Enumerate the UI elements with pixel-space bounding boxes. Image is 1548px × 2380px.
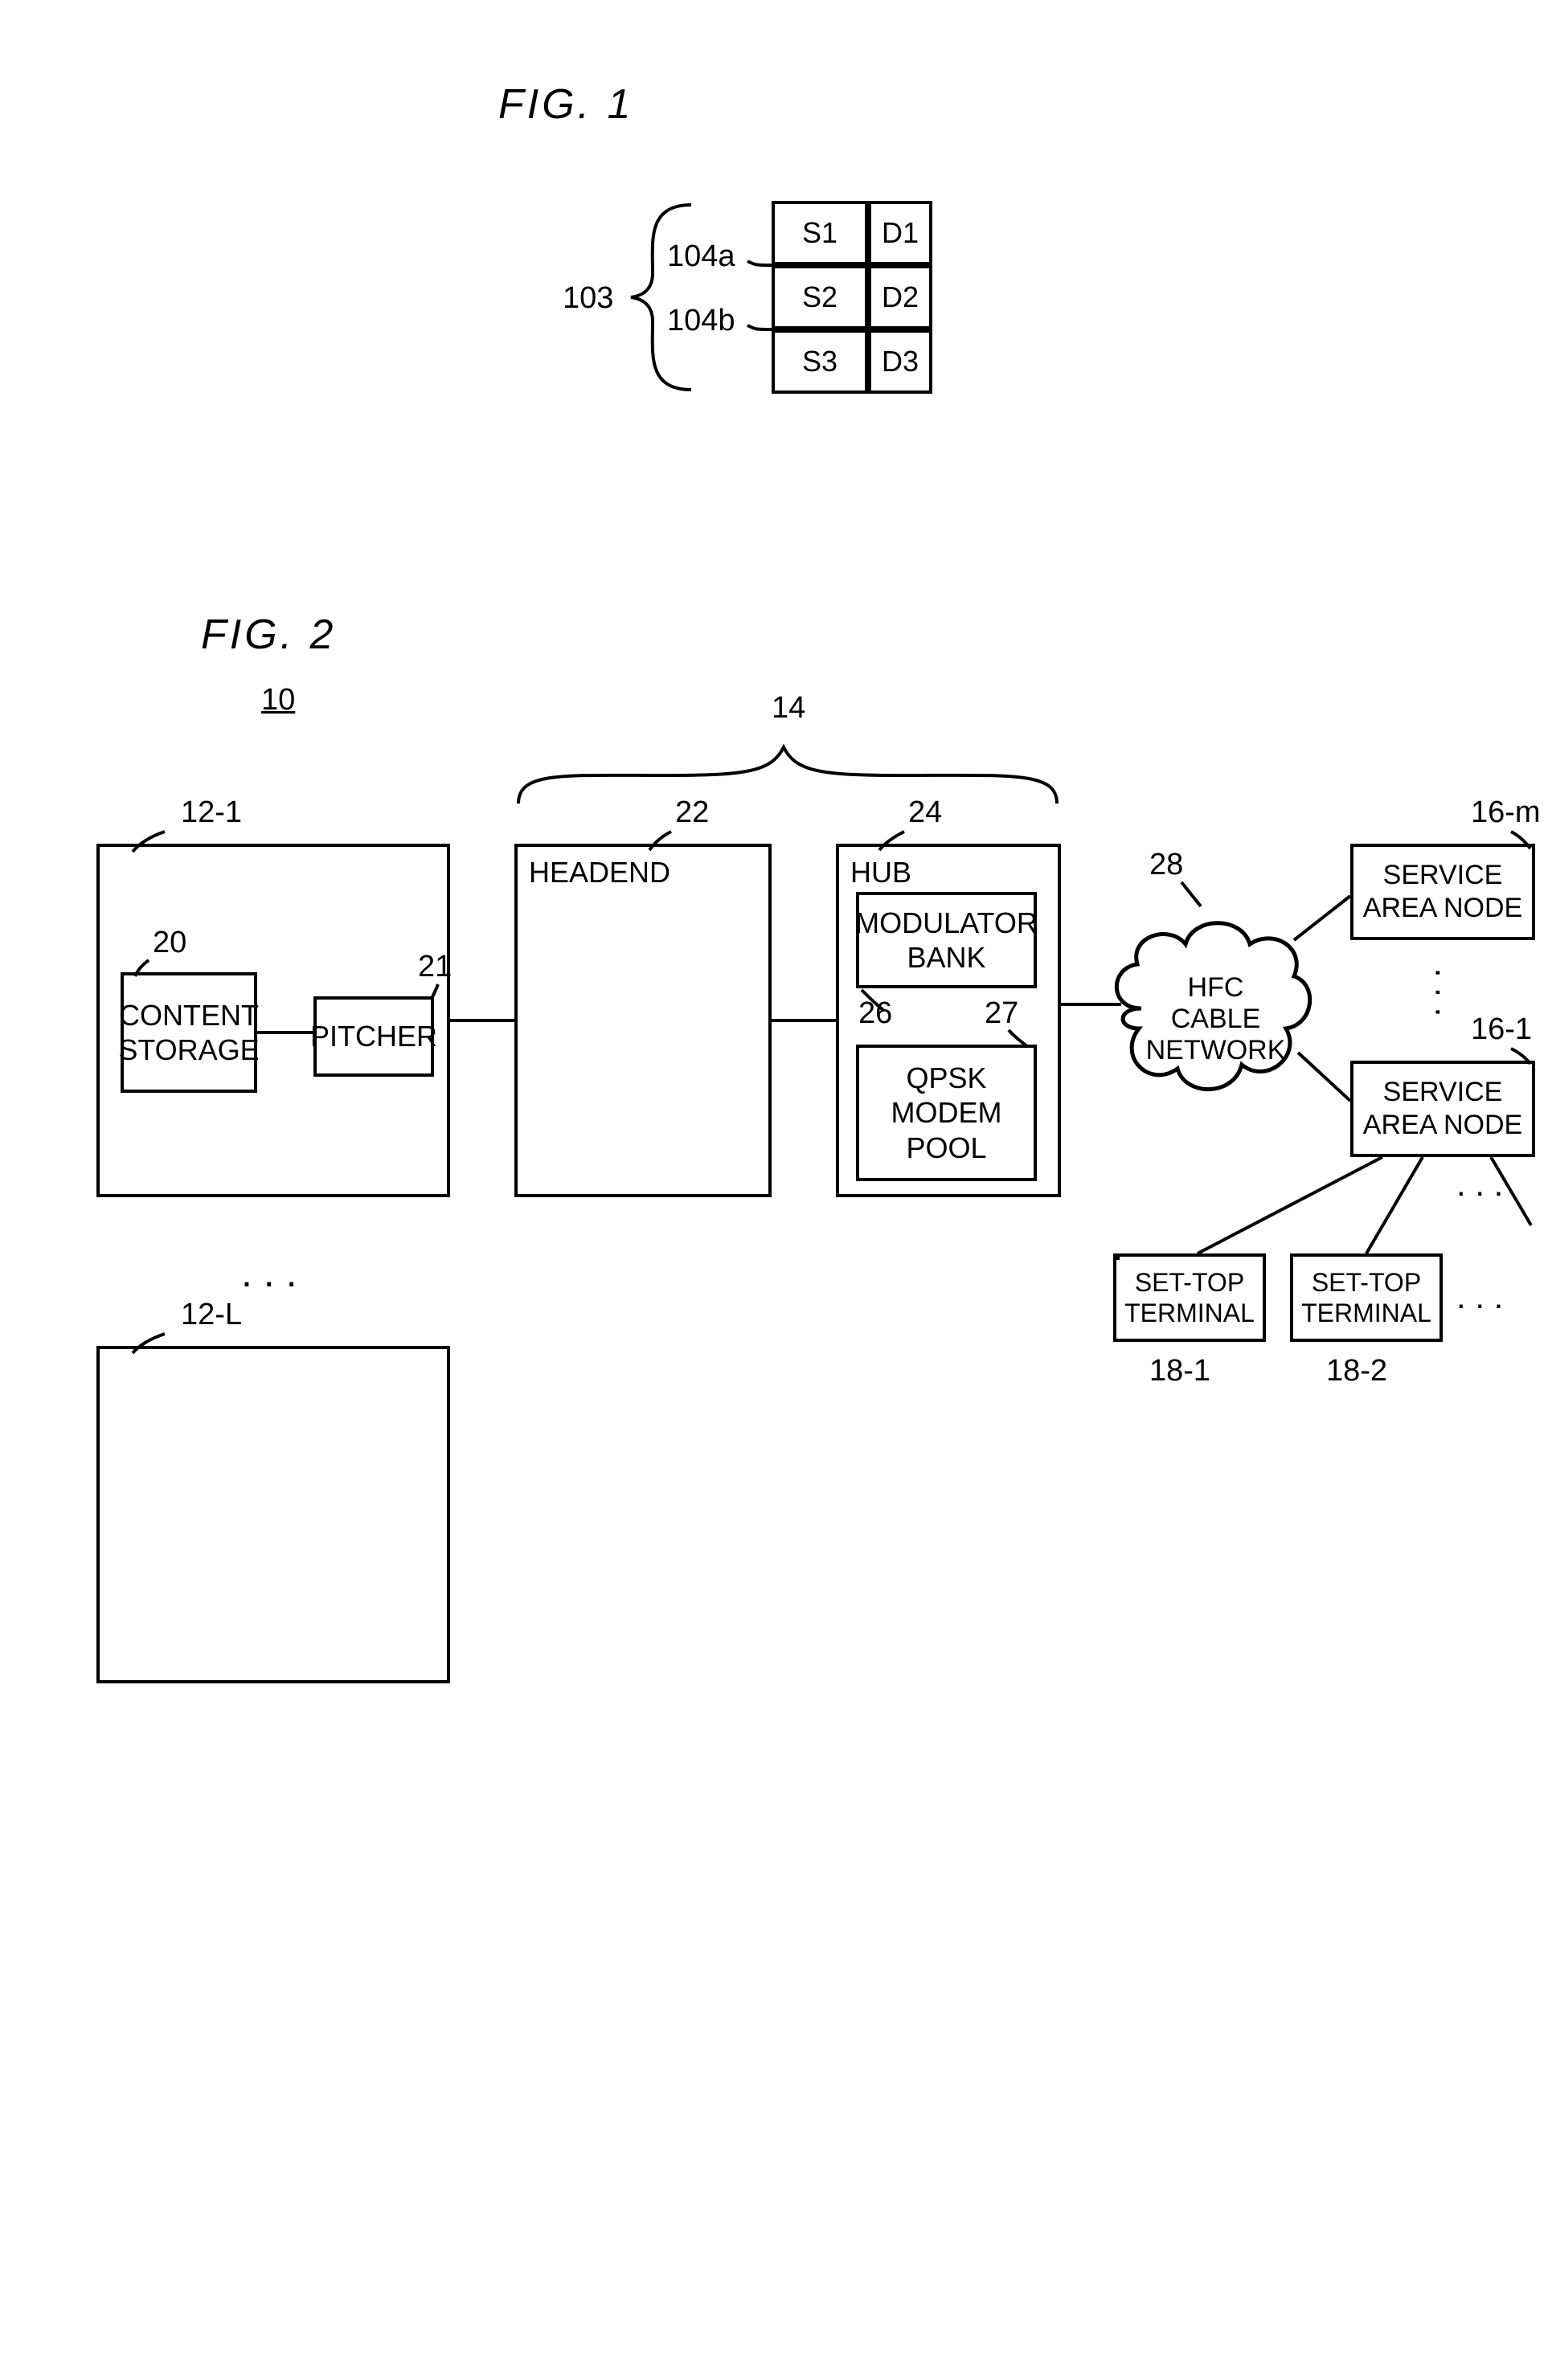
san-top-box: SERVICE AREA NODE bbox=[1350, 844, 1535, 940]
qpsk-box: QPSK MODEM POOL bbox=[856, 1045, 1037, 1181]
content-storage-box: CONTENT STORAGE bbox=[121, 972, 257, 1093]
headend-label: HEADEND bbox=[529, 855, 670, 889]
cloud-label: HFC CABLE NETWORK bbox=[1141, 972, 1290, 1066]
content-block-L-ref: 12-L bbox=[181, 1298, 242, 1332]
content-block-L bbox=[96, 1346, 450, 1683]
headend-ref: 22 bbox=[675, 795, 709, 830]
stt1-box: SET-TOP TERMINAL bbox=[1113, 1253, 1266, 1342]
noop3 bbox=[1113, 1253, 1120, 1260]
fig1-ref-103: 103 bbox=[563, 281, 613, 316]
fig1-cell-s2: S2 bbox=[772, 265, 868, 329]
stt-gap-dots: . . . bbox=[1456, 1278, 1503, 1316]
fig2-system-ref: 10 bbox=[261, 683, 295, 718]
headend-box: HEADEND bbox=[514, 844, 772, 1197]
stt1-ref: 18-1 bbox=[1149, 1354, 1210, 1388]
fig1-cell-d3: D3 bbox=[868, 329, 932, 394]
qpsk-ref: 27 bbox=[985, 996, 1018, 1031]
san-bot-box: SERVICE AREA NODE bbox=[1350, 1061, 1535, 1157]
hub-ref: 24 bbox=[908, 795, 942, 830]
fig2-title: FIG. 2 bbox=[201, 611, 336, 659]
stt2-ref: 18-2 bbox=[1326, 1354, 1387, 1388]
fig1-cell-d1: D1 bbox=[868, 201, 932, 265]
fig1-title: FIG. 1 bbox=[498, 80, 633, 129]
fig1-ref-104a: 104a bbox=[667, 239, 735, 274]
cloud-ref: 28 bbox=[1149, 848, 1183, 882]
stt2-box: SET-TOP TERMINAL bbox=[1290, 1253, 1443, 1342]
content-storage-ref: 20 bbox=[153, 926, 186, 960]
fig1-cell-s3: S3 bbox=[772, 329, 868, 394]
fig1-ref-104b: 104b bbox=[667, 304, 735, 338]
san-top-ref: 16-m bbox=[1471, 795, 1541, 830]
fig1-cell-s1: S1 bbox=[772, 201, 868, 265]
san-gap-dots: . . . bbox=[1427, 967, 1468, 1016]
content-block-ref: 12-1 bbox=[181, 795, 242, 830]
pitcher-ref: 21 bbox=[418, 950, 452, 984]
hub-label: HUB bbox=[850, 855, 911, 889]
content-vert-dots: . . . bbox=[241, 1249, 297, 1296]
brace-14-ref: 14 bbox=[772, 691, 805, 726]
modulator-bank-box: MODULATOR BANK bbox=[856, 892, 1037, 988]
modulator-bank-ref: 26 bbox=[858, 996, 892, 1031]
pitcher-box: PITCHER bbox=[313, 996, 434, 1077]
san-out-dots: . . . bbox=[1456, 1165, 1503, 1204]
fig1-cell-d2: D2 bbox=[868, 265, 932, 329]
san-bot-ref: 16-1 bbox=[1471, 1012, 1532, 1047]
